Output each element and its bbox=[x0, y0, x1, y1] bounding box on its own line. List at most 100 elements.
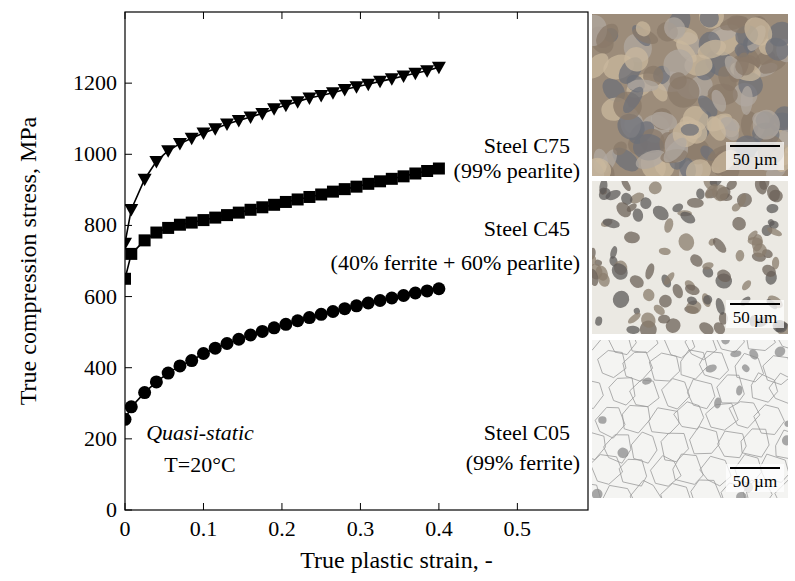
grain bbox=[604, 188, 622, 202]
grain bbox=[627, 273, 646, 291]
grain bbox=[592, 255, 597, 267]
grain bbox=[702, 182, 720, 201]
y-tick bbox=[125, 83, 132, 84]
marker bbox=[267, 103, 281, 116]
grain bbox=[603, 485, 634, 498]
marker bbox=[397, 289, 410, 302]
marker bbox=[409, 167, 421, 179]
x-tick-top bbox=[517, 12, 518, 19]
scale-bar-label: 50 µm bbox=[733, 472, 777, 491]
marker bbox=[209, 212, 221, 224]
marker bbox=[268, 321, 281, 334]
grain bbox=[641, 376, 653, 386]
grain bbox=[769, 373, 788, 404]
marker bbox=[292, 193, 304, 205]
micrograph bbox=[592, 14, 788, 176]
marker bbox=[196, 127, 210, 140]
grain bbox=[646, 181, 664, 197]
grain bbox=[699, 351, 728, 379]
marker bbox=[139, 234, 151, 246]
grain bbox=[751, 373, 777, 402]
marker bbox=[279, 318, 292, 331]
grain bbox=[619, 181, 632, 193]
grain bbox=[623, 352, 653, 382]
x-tick bbox=[203, 503, 204, 510]
marker bbox=[162, 222, 174, 234]
x-tick-top bbox=[281, 12, 282, 19]
grain bbox=[598, 181, 608, 195]
x-tick-top bbox=[125, 12, 126, 19]
grain bbox=[592, 49, 613, 83]
y-tick bbox=[125, 510, 132, 511]
chart: 00.10.20.30.40.5020040060080010001200Tru… bbox=[0, 0, 795, 581]
grain bbox=[735, 250, 745, 262]
marker bbox=[197, 347, 210, 360]
grain bbox=[714, 297, 726, 316]
y-tick-label: 1000 bbox=[73, 141, 117, 166]
grain bbox=[681, 123, 699, 136]
grain bbox=[715, 267, 734, 284]
grain bbox=[663, 340, 694, 358]
grain bbox=[737, 193, 748, 208]
grain bbox=[660, 134, 691, 166]
marker bbox=[138, 174, 152, 187]
grain bbox=[736, 385, 744, 396]
grain bbox=[761, 33, 788, 65]
grain bbox=[766, 203, 779, 214]
x-tick-label: 0 bbox=[120, 516, 131, 541]
marker bbox=[268, 199, 280, 211]
grain bbox=[626, 311, 642, 326]
grain bbox=[638, 310, 658, 331]
grain bbox=[741, 429, 769, 457]
x-tick-label: 0.2 bbox=[268, 516, 296, 541]
marker bbox=[150, 227, 162, 239]
x-tick-label: 0.5 bbox=[504, 516, 532, 541]
grain bbox=[674, 402, 704, 429]
grain bbox=[753, 181, 769, 196]
grain bbox=[663, 315, 684, 334]
series-label: Steel C45 bbox=[484, 216, 570, 241]
grain bbox=[747, 348, 760, 362]
marker bbox=[125, 400, 138, 413]
scale-bar bbox=[730, 145, 780, 147]
grain bbox=[710, 236, 728, 256]
y-tick bbox=[125, 154, 132, 155]
grain bbox=[649, 408, 679, 434]
grain bbox=[644, 262, 656, 280]
grain bbox=[741, 363, 751, 373]
marker bbox=[397, 71, 411, 84]
marker bbox=[338, 84, 352, 97]
grain bbox=[602, 217, 621, 230]
grain bbox=[781, 434, 788, 446]
marker bbox=[326, 305, 339, 318]
grain bbox=[633, 18, 654, 39]
grain bbox=[598, 351, 626, 378]
marker bbox=[303, 311, 316, 324]
y-tick-label: 800 bbox=[84, 212, 117, 237]
grain bbox=[626, 325, 640, 334]
plot-frame bbox=[125, 12, 588, 510]
grain bbox=[740, 86, 754, 115]
grain bbox=[702, 294, 714, 306]
grain bbox=[735, 191, 753, 208]
micrograph-bg bbox=[592, 340, 788, 498]
marker bbox=[221, 337, 234, 350]
grain bbox=[783, 420, 788, 428]
grain bbox=[660, 14, 688, 43]
grain bbox=[598, 416, 607, 424]
y-tick bbox=[125, 296, 132, 297]
grain bbox=[664, 73, 702, 111]
grain bbox=[622, 405, 650, 433]
marker bbox=[138, 386, 151, 399]
grain bbox=[639, 197, 652, 210]
grain bbox=[683, 282, 701, 297]
marker bbox=[232, 115, 246, 128]
marker bbox=[280, 196, 292, 208]
marker bbox=[245, 204, 257, 216]
marker bbox=[162, 367, 175, 380]
x-tick-top bbox=[438, 12, 439, 19]
marker bbox=[125, 413, 132, 426]
marker bbox=[350, 81, 364, 94]
series-composition: (99% ferrite) bbox=[466, 450, 580, 475]
grain bbox=[746, 340, 776, 351]
